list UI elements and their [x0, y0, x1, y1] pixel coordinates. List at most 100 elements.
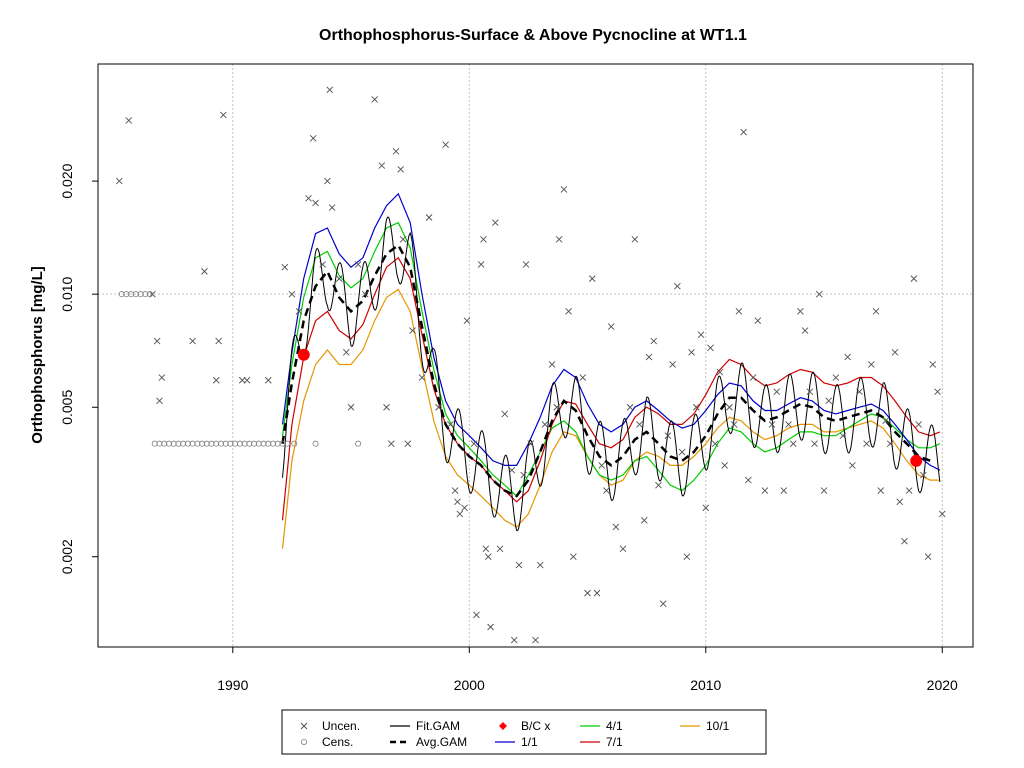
uncensored-point	[856, 388, 863, 396]
censored-point	[265, 440, 272, 447]
uncensored-point	[588, 275, 596, 282]
censored-point	[180, 440, 187, 447]
censored-point	[260, 440, 267, 447]
censored-point	[217, 440, 224, 447]
uncensored-point	[454, 498, 461, 506]
uncensored-point	[631, 235, 639, 243]
curve-s10-1	[281, 288, 940, 549]
y-tick-label: 0.005	[59, 390, 75, 425]
uncensored-point	[522, 261, 530, 268]
legend-s7-1-label: 7/1	[606, 735, 623, 749]
uncensored-point	[692, 403, 700, 411]
legend-cens-label: Cens.	[322, 735, 353, 749]
uncensored-point	[463, 317, 471, 325]
uncensored-point	[312, 199, 319, 207]
uncensored-point	[496, 545, 504, 553]
uncensored-point	[470, 440, 478, 447]
uncensored-point	[288, 290, 296, 298]
uncensored-point	[115, 177, 123, 185]
uncensored-point	[555, 235, 563, 243]
censored-point	[147, 291, 154, 298]
uncensored-point	[598, 462, 606, 469]
uncensored-point	[669, 361, 676, 368]
uncensored-point	[707, 344, 714, 352]
uncensored-point	[156, 397, 163, 405]
censored-point	[251, 440, 258, 447]
censored-point	[274, 440, 281, 447]
uncensored-point	[570, 553, 577, 561]
legend-s1-1-label: 1/1	[521, 735, 538, 749]
censored-point	[291, 440, 298, 447]
uncensored-point	[867, 361, 875, 368]
uncensored-point	[238, 376, 246, 384]
censored-point	[227, 440, 234, 447]
uncensored-point	[243, 376, 251, 384]
legend-s4-1-label: 4/1	[606, 719, 623, 733]
legend: Uncen. Cens. Fit.GAM Avg.GAM B/C x 1/1 4/1 7/1 1…	[281, 709, 767, 755]
uncensored-point	[806, 388, 814, 396]
censored-point	[203, 440, 210, 447]
censored-point	[194, 440, 201, 447]
uncensored-point	[636, 421, 643, 428]
censored-point	[199, 440, 206, 447]
uncensored-point	[371, 96, 379, 103]
curve-avg-gam	[281, 243, 931, 498]
uncensored-point	[319, 261, 326, 268]
uncensored-point	[607, 323, 615, 330]
uncensored-point	[934, 388, 941, 396]
uncensored-point	[754, 317, 762, 325]
uncensored-point	[815, 290, 823, 298]
uncensored-point	[579, 374, 587, 381]
bc-point	[297, 348, 310, 361]
censored-point	[184, 440, 191, 447]
uncensored-point	[702, 504, 710, 512]
y-tick-label: 0.020	[59, 163, 75, 198]
uncensored-point	[872, 308, 880, 315]
censored-point	[175, 440, 182, 447]
uncensored-point	[541, 421, 549, 428]
censored-point	[170, 440, 177, 447]
censored-point	[232, 440, 239, 447]
uncensored-point	[882, 417, 889, 425]
censored-point	[355, 440, 362, 447]
uncensored-point	[309, 134, 317, 142]
points-layer	[115, 86, 946, 644]
legend-bc-symbol	[499, 722, 507, 730]
uncensored-point	[664, 432, 672, 440]
uncensored-point	[721, 462, 729, 469]
uncensored-point	[740, 128, 747, 136]
uncensored-point	[435, 403, 442, 411]
censored-point	[213, 440, 220, 447]
uncensored-point	[447, 421, 454, 428]
uncensored-point	[683, 553, 691, 561]
uncensored-point	[785, 421, 792, 428]
uncensored-point	[560, 186, 568, 193]
legend-uncen-label: Uncen.	[322, 719, 360, 733]
censored-point	[151, 440, 158, 447]
uncensored-point	[844, 353, 851, 361]
uncensored-point	[347, 403, 355, 411]
x-tick-label: 2020	[927, 677, 958, 693]
uncensored-point	[768, 421, 776, 428]
uncensored-point	[612, 523, 620, 531]
legend-cens-symbol	[300, 739, 307, 746]
uncensored-point	[730, 421, 738, 428]
uncensored-point	[397, 165, 405, 173]
y-tick-label: 0.002	[59, 539, 75, 574]
censored-point	[123, 291, 130, 298]
uncensored-point	[735, 308, 743, 315]
uncensored-point	[491, 219, 499, 227]
uncensored-point	[565, 308, 572, 315]
uncensored-point	[910, 275, 918, 282]
uncensored-point	[645, 353, 653, 361]
uncensored-point	[749, 374, 757, 381]
uncensored-point	[536, 561, 544, 569]
curve-fit-gam	[282, 216, 941, 532]
uncensored-point	[418, 374, 426, 381]
uncensored-point	[820, 487, 828, 494]
legend-fit-gam-label: Fit.GAM	[416, 719, 460, 733]
uncensored-point	[477, 261, 485, 268]
uncensored-point	[305, 194, 312, 202]
uncensored-point	[527, 440, 535, 447]
